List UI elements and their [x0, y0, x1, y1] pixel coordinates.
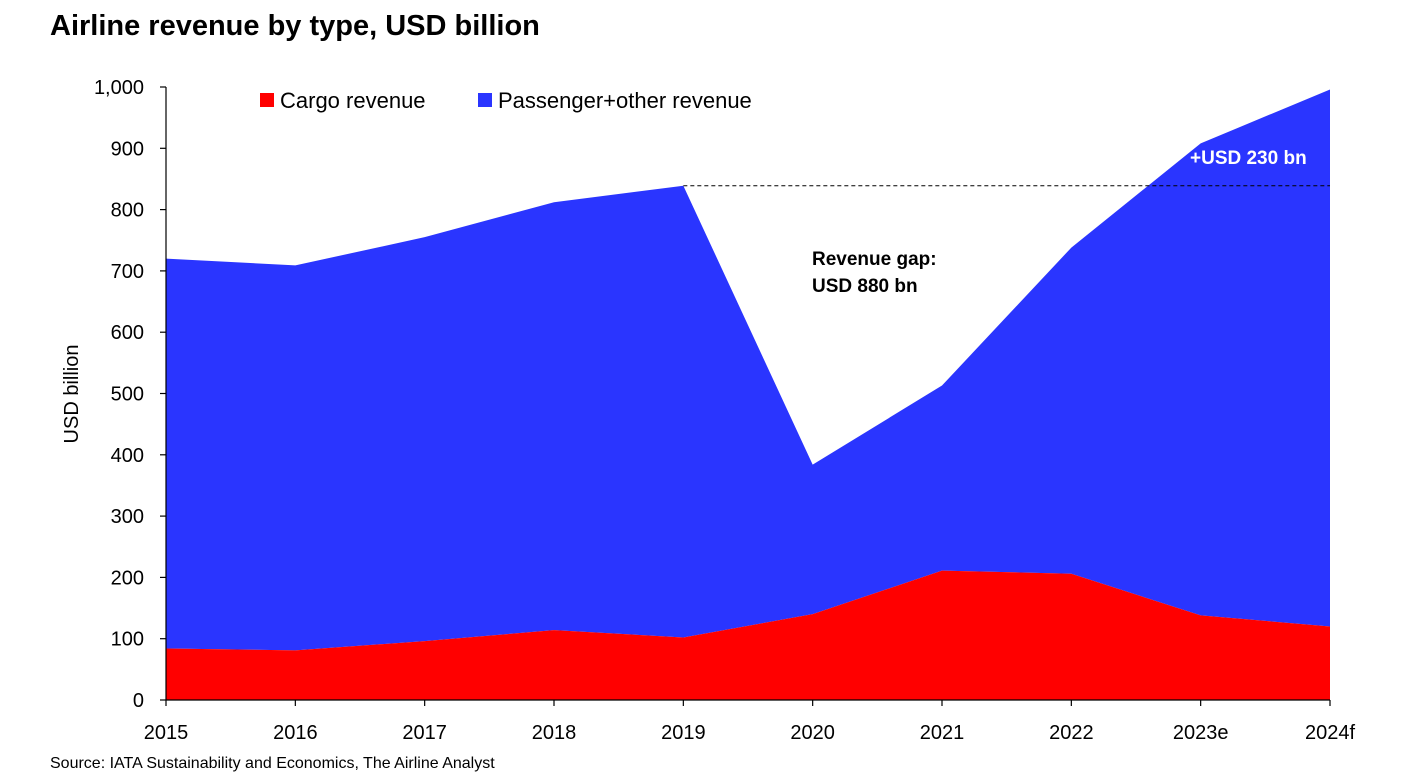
- y-tick-label: 500: [111, 384, 144, 406]
- x-tick-label: 2024f: [1305, 722, 1355, 744]
- series-area-cargo: [166, 570, 1330, 700]
- annotation-gain: +USD 230 bn: [1190, 148, 1307, 169]
- y-tick-label: 600: [111, 322, 144, 344]
- y-tick-label: 100: [111, 629, 144, 651]
- y-tick-label: 800: [111, 200, 144, 222]
- x-tick-label: 2019: [661, 722, 706, 744]
- series-area-passenger: [166, 89, 1330, 651]
- annotation-revenue-gap-line1: Revenue gap:: [812, 249, 937, 270]
- x-tick-label: 2023e: [1173, 722, 1229, 744]
- axes-layer: 0 100 200 300 400 500 600 700 800 900 1,000 2015 201…: [94, 77, 1356, 744]
- y-tick-label: 200: [111, 567, 144, 589]
- x-tick-label: 2016: [273, 722, 318, 744]
- x-tick-label: 2018: [532, 722, 577, 744]
- x-tick-label: 2015: [144, 722, 189, 744]
- y-tick-label: 1,000: [94, 77, 144, 99]
- chart-title: Airline revenue by type, USD billion: [50, 10, 540, 42]
- legend: Cargo revenue Passenger+other revenue: [260, 88, 752, 113]
- y-tick-label: 700: [111, 261, 144, 283]
- y-axis-label: USD billion: [61, 345, 83, 444]
- legend-swatch-cargo: [260, 93, 274, 107]
- legend-label-cargo: Cargo revenue: [280, 88, 426, 113]
- annotation-revenue-gap-line2: USD 880 bn: [812, 276, 918, 297]
- x-tick-label: 2017: [402, 722, 447, 744]
- legend-label-passenger: Passenger+other revenue: [498, 88, 752, 113]
- y-tick-label: 0: [133, 690, 144, 712]
- x-tick-label: 2021: [920, 722, 965, 744]
- x-tick-label: 2022: [1049, 722, 1094, 744]
- legend-swatch-passenger: [478, 93, 492, 107]
- areas-layer: [166, 89, 1330, 700]
- y-tick-label: 300: [111, 506, 144, 528]
- source-note: Source: IATA Sustainability and Economic…: [50, 755, 495, 772]
- x-tick-label: 2020: [790, 722, 835, 744]
- y-tick-label: 900: [111, 138, 144, 160]
- y-tick-label: 400: [111, 445, 144, 467]
